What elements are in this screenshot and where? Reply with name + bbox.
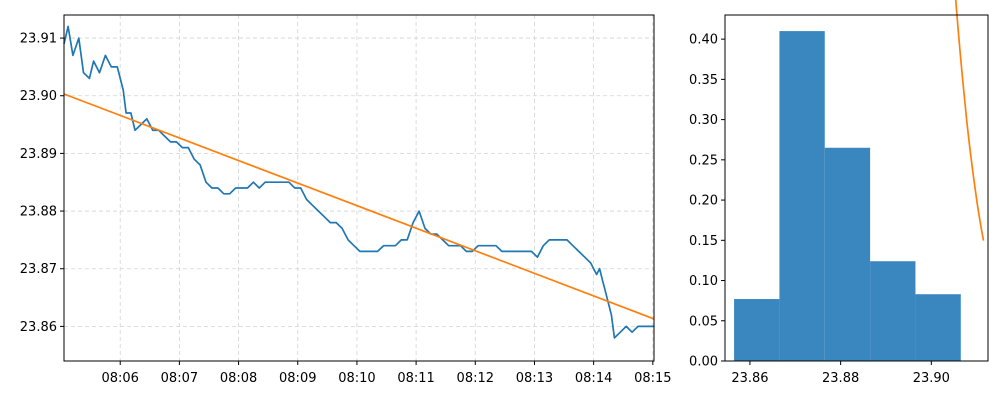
x-tick-label: 08:12 [457,371,494,386]
y-tick-label: 0.20 [689,194,718,209]
y-tick-label: 0.40 [689,33,718,48]
line-chart-x-axis: 08:06 08:07 08:08 08:09 08:10 08:11 08:12 08:13… [101,361,672,386]
price-line [63,25,654,339]
histogram-bars [734,31,961,362]
x-tick-label: 08:08 [220,371,257,386]
y-tick-label: 0.25 [689,153,718,168]
x-tick-label: 23.86 [731,371,768,386]
histogram-bar [824,147,871,361]
line-chart-series [63,25,655,339]
histogram-bar [870,261,916,361]
y-tick-label: 0.05 [689,314,718,329]
x-tick-label: 23.88 [822,371,859,386]
x-tick-label: 08:10 [338,371,375,386]
histogram-y-axis: 0.00 0.05 0.10 0.15 0.20 0.25 0.30 0.35 0.40 [689,33,725,370]
x-tick-label: 08:09 [279,371,316,386]
line-chart-grid [64,15,654,361]
y-tick-label: 23.91 [20,32,57,47]
x-tick-label: 08:13 [516,371,553,386]
histogram-bar [915,294,961,361]
line-chart-y-axis: 23.86 23.87 23.88 23.89 23.90 23.91 [20,32,64,335]
x-tick-label: 08:11 [397,371,434,386]
histogram-panel: 23.86 23.88 23.90 0.00 0.05 0.10 0.15 0.20 0.25… [689,0,989,386]
y-tick-label: 0.10 [689,274,718,289]
histogram-bar [779,31,825,362]
y-tick-label: 0.00 [689,355,718,370]
x-tick-label: 08:06 [101,371,138,386]
y-tick-label: 23.90 [20,89,57,104]
histogram-bar [734,299,780,361]
trend-line [63,93,655,320]
y-tick-label: 23.86 [20,320,57,335]
y-tick-label: 23.87 [20,262,57,277]
histogram-frame [724,14,989,362]
y-tick-label: 0.30 [689,113,718,128]
histogram-x-axis: 23.86 23.88 23.90 [731,361,950,386]
y-tick-label: 23.89 [20,147,57,162]
y-tick-label: 0.35 [689,73,718,88]
x-tick-label: 08:14 [575,371,612,386]
y-tick-label: 23.88 [20,205,57,220]
y-tick-label: 0.15 [689,234,718,249]
x-tick-label: 08:15 [634,371,671,386]
line-chart-frame [63,14,655,362]
line-chart-panel: 08:06 08:07 08:08 08:09 08:10 08:11 08:12 08:13… [20,14,672,386]
x-tick-label: 08:07 [161,371,198,386]
x-tick-label: 23.90 [913,371,950,386]
